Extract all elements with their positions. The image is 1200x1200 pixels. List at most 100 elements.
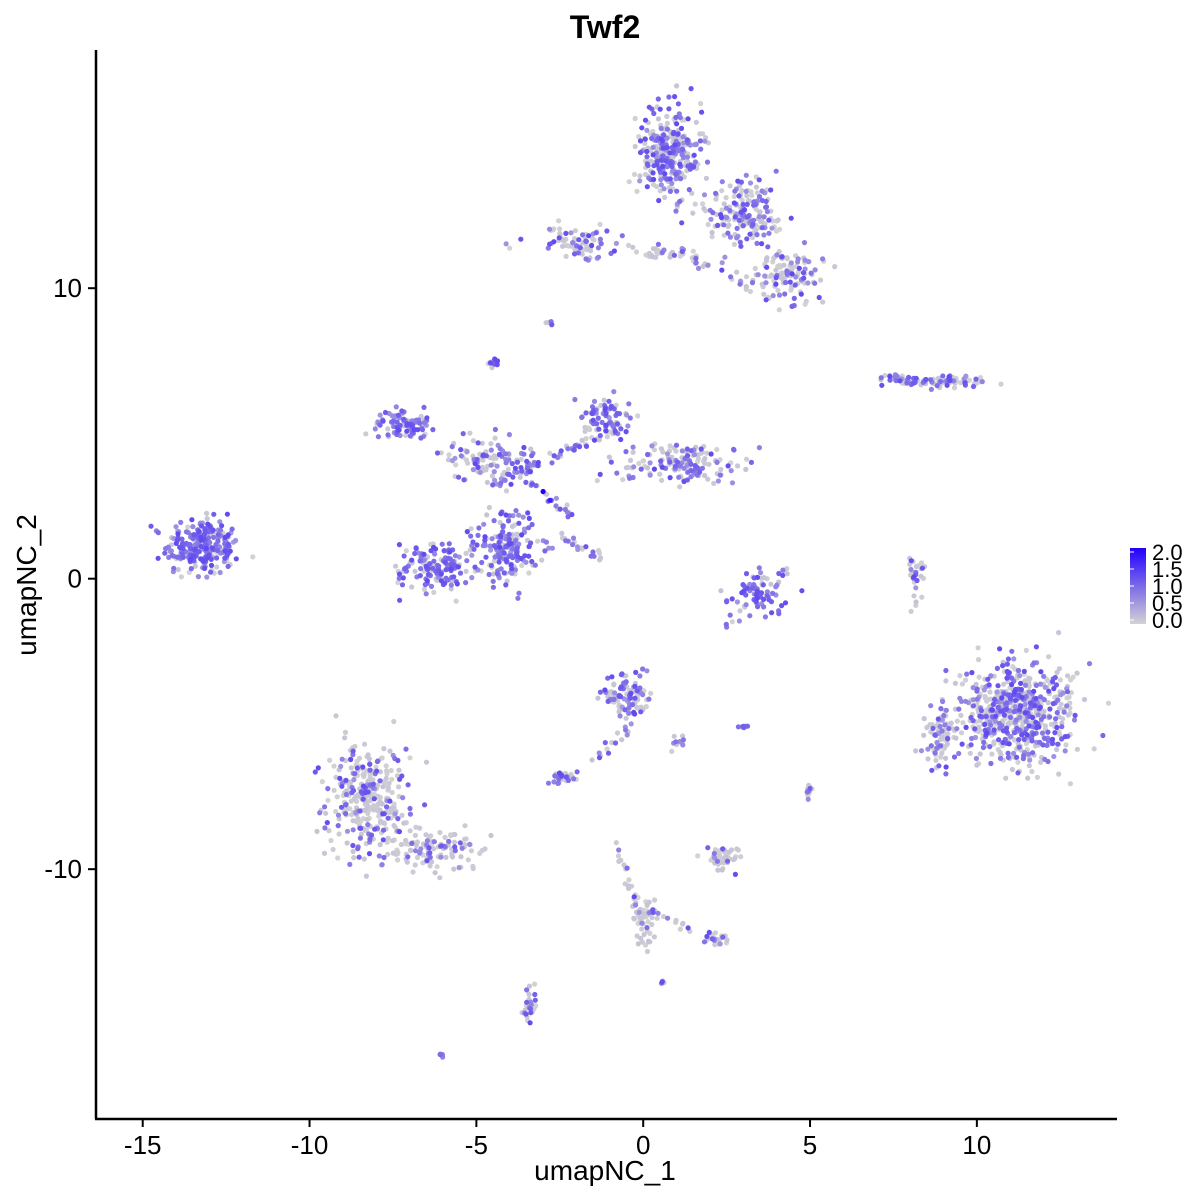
cell-point xyxy=(642,140,648,146)
cell-point xyxy=(1022,710,1028,716)
cell-point xyxy=(714,858,721,864)
cell-point xyxy=(758,590,765,596)
cell-point xyxy=(744,236,750,242)
cell-point xyxy=(968,714,974,721)
cell-point xyxy=(719,260,725,266)
cell-point xyxy=(943,771,949,777)
cell-point xyxy=(770,293,776,299)
cell-point xyxy=(366,756,372,762)
cell-point xyxy=(939,728,945,734)
cell-point xyxy=(411,427,417,433)
cell-point xyxy=(627,475,633,481)
cell-point xyxy=(782,291,788,297)
cell-point xyxy=(507,553,513,559)
cell-point xyxy=(544,491,550,497)
cell-point xyxy=(632,683,638,689)
cell-point xyxy=(775,287,781,293)
cell-point xyxy=(1003,728,1010,735)
cell-point xyxy=(660,913,667,920)
cell-point xyxy=(777,226,783,232)
cell-point xyxy=(685,159,691,165)
cell-point xyxy=(564,242,570,249)
cell-point xyxy=(431,846,437,852)
cell-point xyxy=(483,467,489,473)
cell-point xyxy=(189,517,195,523)
cell-point xyxy=(384,804,390,810)
cell-point xyxy=(562,506,568,513)
cell-point xyxy=(570,535,577,541)
cell-point xyxy=(626,179,632,185)
cell-point xyxy=(465,460,471,466)
cell-point xyxy=(317,810,323,816)
cell-point xyxy=(973,376,979,382)
cell-point xyxy=(719,267,725,273)
cell-point xyxy=(616,709,622,715)
cell-point xyxy=(773,267,779,273)
cell-point xyxy=(720,934,726,940)
cell-point xyxy=(529,453,535,459)
cell-point xyxy=(374,768,380,774)
cell-point xyxy=(503,460,509,466)
cell-point xyxy=(609,674,615,680)
cell-point xyxy=(951,754,958,760)
cell-point xyxy=(423,563,429,569)
cell-point xyxy=(773,275,779,281)
cell-point xyxy=(754,190,761,196)
cell-point xyxy=(799,588,805,594)
cell-point xyxy=(1064,689,1071,695)
cell-point xyxy=(754,240,760,246)
cell-point xyxy=(942,722,948,728)
cell-point xyxy=(529,521,535,528)
cell-point xyxy=(674,459,681,465)
cell-point xyxy=(614,470,620,476)
cell-point xyxy=(424,415,430,421)
cell-point xyxy=(1060,690,1066,696)
cell-point xyxy=(500,472,506,478)
cell-point xyxy=(1042,684,1048,690)
cell-point xyxy=(488,447,494,453)
cell-point xyxy=(747,288,754,295)
cell-point xyxy=(547,450,553,456)
cell-point xyxy=(591,398,598,404)
cell-point xyxy=(714,459,720,465)
cell-point xyxy=(1031,660,1037,666)
cell-point xyxy=(351,777,357,783)
cell-point xyxy=(1018,703,1024,709)
cell-point xyxy=(1038,669,1044,675)
cell-point xyxy=(751,202,757,208)
cell-point xyxy=(664,120,671,126)
cell-point xyxy=(208,569,214,575)
cell-point xyxy=(784,255,790,261)
cell-point xyxy=(774,582,780,588)
cell-point xyxy=(201,531,208,538)
cell-point xyxy=(175,531,181,537)
cell-point xyxy=(397,776,403,782)
cell-point xyxy=(425,571,431,578)
cell-point xyxy=(741,207,748,213)
cell-point xyxy=(155,555,161,561)
cell-point xyxy=(532,981,538,987)
cell-point xyxy=(747,581,753,588)
cell-point xyxy=(732,188,738,194)
cell-point xyxy=(740,223,746,229)
cell-point xyxy=(939,750,945,756)
cell-point xyxy=(766,597,772,603)
cell-point xyxy=(639,920,645,926)
cell-point xyxy=(677,484,683,490)
cell-point xyxy=(348,765,354,771)
cell-point xyxy=(397,597,403,603)
x-tick-label: 10 xyxy=(962,1130,991,1160)
cell-point xyxy=(878,375,884,381)
cell-point xyxy=(962,380,968,386)
cell-point xyxy=(519,562,525,569)
cell-point xyxy=(616,693,622,699)
cell-point xyxy=(1056,771,1062,777)
cell-point xyxy=(557,226,563,232)
cell-point xyxy=(319,779,325,785)
cell-point xyxy=(462,823,468,829)
cell-point xyxy=(491,469,497,475)
cell-point xyxy=(1022,682,1029,688)
cell-point xyxy=(752,265,758,272)
cell-point xyxy=(660,145,667,151)
cell-point xyxy=(438,854,444,860)
